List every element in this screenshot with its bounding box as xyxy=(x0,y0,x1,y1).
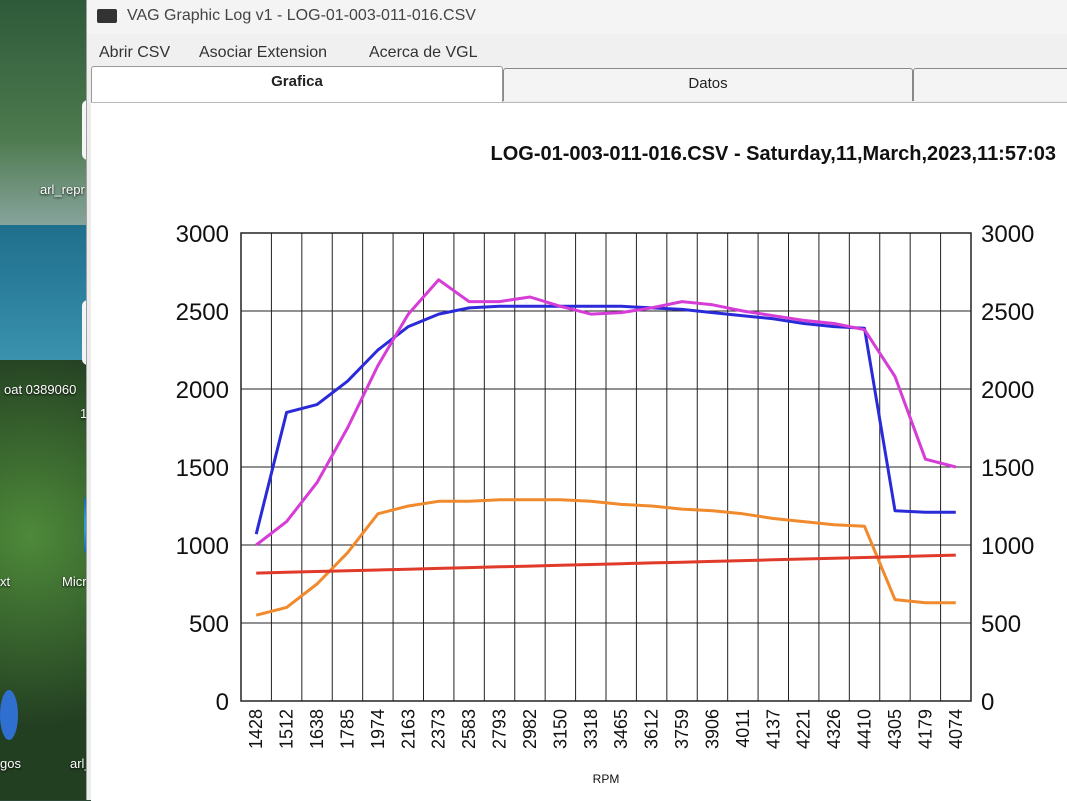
desktop-folder-icon[interactable] xyxy=(0,690,18,740)
left-tick-label: 2500 xyxy=(176,299,229,326)
x-tick-label: 4221 xyxy=(794,709,814,749)
tab-datos[interactable]: Datos xyxy=(503,68,913,101)
menu-asociar-extension[interactable]: Asociar Extension xyxy=(199,44,328,61)
x-tick-label: 2793 xyxy=(490,709,510,749)
series-line-4 xyxy=(256,553,956,575)
x-tick-label: 1512 xyxy=(277,709,297,749)
desktop-label-4: xt xyxy=(0,574,11,589)
x-tick-label: 3150 xyxy=(550,709,570,749)
tab-strip: Grafica Datos xyxy=(87,66,1067,103)
right-tick-label: 3000 xyxy=(981,221,1034,248)
menu-acerca-de-vgl[interactable]: Acerca de VGL xyxy=(369,44,478,61)
app-icon xyxy=(97,9,117,23)
x-tick-label: 2583 xyxy=(459,709,479,749)
x-tick-label: 4305 xyxy=(885,709,905,749)
desktop-label-2[interactable]: oat 0389060 xyxy=(4,382,77,397)
x-tick-label: 3906 xyxy=(702,709,722,749)
right-tick-label: 0 xyxy=(981,689,994,716)
series-line-1 xyxy=(254,304,956,535)
tab-grafica[interactable]: Grafica xyxy=(91,66,503,103)
x-tick-label: 4326 xyxy=(824,709,844,749)
x-tick-label: 4137 xyxy=(763,709,783,749)
menu-bar: Abrir CSV Asociar Extension Acerca de VG… xyxy=(87,34,1067,70)
plot-area xyxy=(240,232,972,702)
left-tick-label: 2000 xyxy=(176,377,229,404)
x-tick-label: 3318 xyxy=(581,709,601,749)
x-tick-label: 4410 xyxy=(855,709,875,749)
x-tick-label: 3759 xyxy=(672,709,692,749)
x-axis-label: RPM xyxy=(593,772,620,786)
desktop-background: arl_repr oat 0389060 149 xt Microso gos … xyxy=(0,0,100,800)
left-tick-label: 500 xyxy=(189,611,229,638)
x-tick-label: 1974 xyxy=(368,709,388,749)
series-line-2 xyxy=(255,278,957,547)
left-tick-label: 1000 xyxy=(176,533,229,560)
x-tick-label: 4074 xyxy=(946,709,966,749)
tab-extra[interactable] xyxy=(913,68,1067,101)
x-tick-label: 1638 xyxy=(307,709,327,749)
right-tick-label: 500 xyxy=(981,611,1021,638)
right-tick-label: 2000 xyxy=(981,377,1034,404)
right-tick-label: 1000 xyxy=(981,533,1034,560)
x-tick-label: 4179 xyxy=(915,709,935,749)
x-tick-label: 1428 xyxy=(246,709,266,749)
chart-panel: LOG-01-003-011-016.CSV - Saturday,11,Mar… xyxy=(91,102,1067,801)
desktop-label-6: gos xyxy=(0,756,21,771)
right-tick-label: 1500 xyxy=(981,455,1034,482)
left-tick-label: 1500 xyxy=(176,455,229,482)
x-tick-label: 2163 xyxy=(398,709,418,749)
x-tick-label: 2982 xyxy=(520,709,540,749)
desktop-label-1[interactable]: arl_repr xyxy=(40,182,85,197)
app-window: VAG Graphic Log v1 - LOG-01-003-011-016.… xyxy=(86,0,1067,801)
title-bar[interactable]: VAG Graphic Log v1 - LOG-01-003-011-016.… xyxy=(87,0,1067,34)
series-line-3 xyxy=(255,498,956,617)
x-tick-label: 3465 xyxy=(611,709,631,749)
left-tick-label: 0 xyxy=(216,689,229,716)
left-tick-label: 3000 xyxy=(176,221,229,248)
right-tick-label: 2500 xyxy=(981,299,1034,326)
x-tick-label: 2373 xyxy=(429,709,449,749)
x-tick-label: 3612 xyxy=(642,709,662,749)
chart-title: LOG-01-003-011-016.CSV - Saturday,11,Mar… xyxy=(490,143,1057,165)
menu-abrir-csv[interactable]: Abrir CSV xyxy=(99,44,171,61)
line-chart: 0 500 1000 1500 2000 2500 3000 0 500 1000 1500 2000… xyxy=(176,221,1035,786)
x-tick-label: 1785 xyxy=(337,709,357,749)
window-title: VAG Graphic Log v1 - LOG-01-003-011-016.… xyxy=(127,7,476,24)
x-tick-label: 4011 xyxy=(733,709,753,748)
